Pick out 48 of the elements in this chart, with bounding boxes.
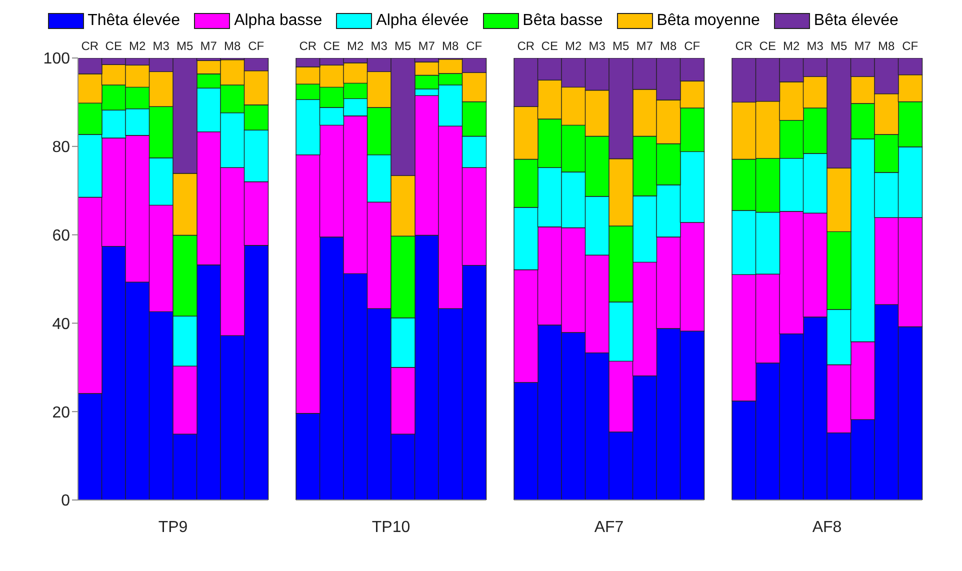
y-tick-label: 0 (61, 492, 70, 510)
x-tick-label: CF (248, 39, 264, 53)
x-tick-label: M5 (394, 39, 412, 53)
x-tick-label: M8 (224, 39, 242, 53)
x-tick-label: CR (735, 39, 753, 53)
x-tick-label: M8 (442, 39, 460, 53)
x-tick-label: M7 (418, 39, 436, 53)
x-axis-title: AF8 (812, 519, 842, 536)
y-tick-label: 60 (52, 227, 70, 244)
x-tick-label: M8 (878, 39, 896, 53)
y-tick-label: 100 (43, 50, 70, 68)
x-tick-label: M2 (565, 39, 582, 53)
x-tick-label: CE (323, 39, 340, 53)
x-tick-label: CE (541, 39, 558, 53)
y-tick-label: 40 (52, 316, 70, 333)
x-tick-label: CF (684, 39, 700, 53)
x-tick-label: CF (902, 39, 918, 53)
x-tick-label: M3 (588, 39, 606, 53)
x-tick-label: CR (81, 39, 99, 53)
x-tick-label: CE (759, 39, 776, 53)
x-tick-label: M2 (347, 39, 364, 53)
x-tick-label: M3 (370, 39, 388, 53)
x-tick-label: CE (105, 39, 122, 53)
legend-label: Alpha basse (234, 12, 322, 30)
x-axis-title: TP9 (158, 519, 188, 536)
x-tick-label: M5 (176, 39, 194, 53)
legend-label: Bêta élevée (814, 12, 898, 30)
x-tick-label: M5 (830, 39, 848, 53)
x-tick-label: M7 (854, 39, 872, 53)
legend-label: Alpha élevée (376, 12, 469, 30)
x-axis-title: AF7 (594, 519, 624, 536)
x-tick-label: CR (299, 39, 317, 53)
x-tick-label: M3 (806, 39, 824, 53)
x-axis-title: TP10 (372, 519, 410, 536)
legend-label: Bêta moyenne (656, 12, 760, 30)
y-tick-label: 20 (52, 404, 70, 422)
legend-label: Thêta élevée (88, 12, 180, 30)
x-tick-label: M8 (660, 39, 678, 53)
legend-label: Bêta basse (522, 12, 603, 30)
x-tick-label: M2 (129, 39, 146, 53)
x-tick-label: M7 (200, 39, 218, 53)
x-tick-label: M7 (636, 39, 654, 53)
x-tick-label: M5 (612, 39, 630, 53)
x-tick-label: M3 (152, 39, 170, 53)
x-tick-label: CR (517, 39, 535, 53)
y-tick-label: 80 (52, 139, 70, 156)
x-tick-label: M2 (783, 39, 800, 53)
x-tick-label: CF (466, 39, 482, 53)
